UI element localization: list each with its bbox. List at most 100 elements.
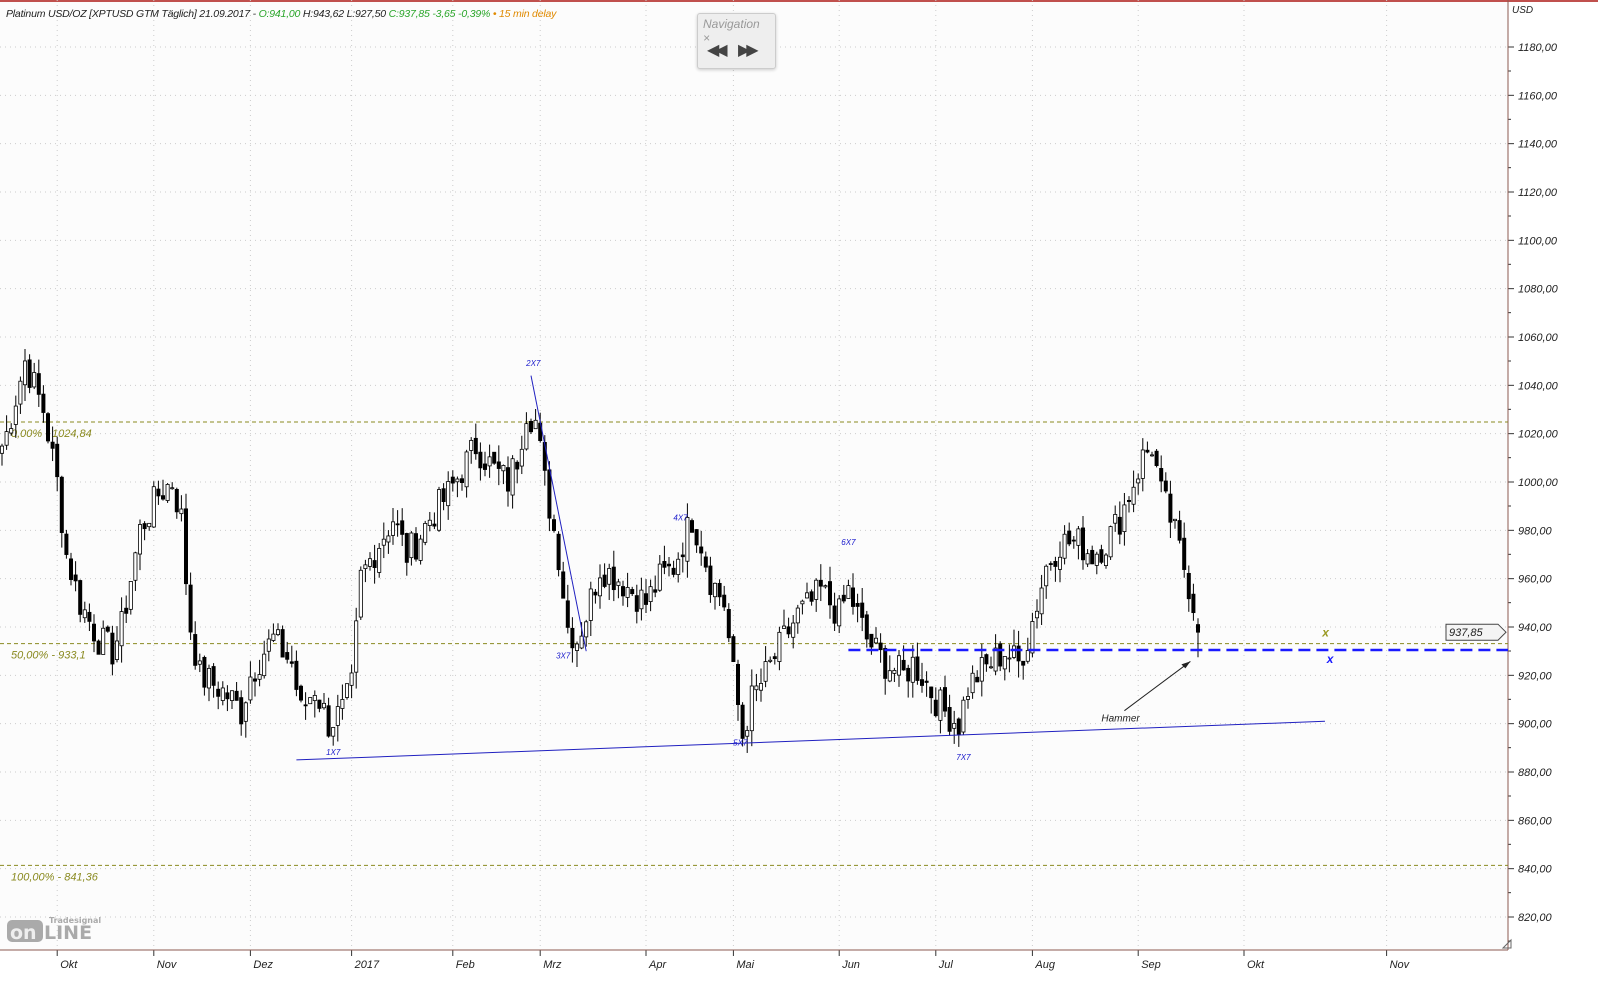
candle-body xyxy=(492,451,497,464)
candle-body xyxy=(874,637,879,644)
candle-body xyxy=(736,663,741,705)
candle-body xyxy=(933,699,938,717)
pattern-label: 4X7 xyxy=(673,514,688,523)
candle-body xyxy=(966,696,971,700)
candle-body xyxy=(1035,610,1040,619)
candle-body xyxy=(823,585,828,588)
candle-body xyxy=(436,489,441,531)
y-tick-label: 960,00 xyxy=(1518,574,1553,586)
candle-body xyxy=(64,533,69,555)
x-tick-label: Dez xyxy=(253,959,273,971)
candle-body xyxy=(772,656,777,660)
candle-body xyxy=(18,380,23,405)
candle-body xyxy=(1122,504,1127,533)
pattern-label: 6X7 xyxy=(841,538,856,547)
candle-body xyxy=(952,722,957,729)
candle-body xyxy=(901,659,906,671)
low-value: L:927,50 xyxy=(346,8,386,20)
candle-body xyxy=(239,697,244,725)
candle-body xyxy=(1099,549,1104,563)
candle-body xyxy=(694,529,699,546)
candle-body xyxy=(1090,549,1095,565)
candle-body xyxy=(667,563,672,567)
candle-body xyxy=(243,702,248,722)
fast-forward-icon[interactable]: ▶▶ xyxy=(738,40,759,59)
candle-body xyxy=(160,495,165,500)
rewind-icon[interactable]: ◀◀ xyxy=(707,40,728,59)
close-icon[interactable]: × xyxy=(703,31,711,45)
candle-body xyxy=(409,532,414,559)
candle-body xyxy=(418,538,423,561)
currency-label: USD xyxy=(1512,5,1533,16)
candle-body xyxy=(1196,624,1201,633)
falling-trendline xyxy=(530,375,587,652)
candle-body xyxy=(119,611,124,647)
candle-body xyxy=(206,667,211,689)
candle-body xyxy=(1016,645,1021,662)
candle-body xyxy=(611,566,616,591)
candle-body xyxy=(979,657,984,682)
fibonacci-label: 100,00% - 841,36 xyxy=(11,871,99,883)
candle-body xyxy=(248,676,253,701)
candle-body xyxy=(685,517,690,562)
candle-body xyxy=(1113,514,1118,524)
candle-body xyxy=(524,423,529,450)
candle-body xyxy=(115,640,120,660)
y-tick-label: 1080,00 xyxy=(1518,284,1559,296)
candle-body xyxy=(809,591,814,602)
candle-body xyxy=(786,626,791,635)
candle-body xyxy=(303,704,308,707)
candle-body xyxy=(892,670,897,674)
x-marker: x xyxy=(1321,626,1330,640)
candle-body xyxy=(671,567,676,575)
candle-body xyxy=(625,587,630,598)
candle-body xyxy=(575,643,580,651)
x-tick-label: Okt xyxy=(1247,959,1265,971)
candle-body xyxy=(1173,518,1178,522)
candle-body xyxy=(970,672,975,694)
candle-body xyxy=(759,683,764,691)
candle-body xyxy=(947,707,952,732)
candle-body xyxy=(156,488,161,497)
candle-body xyxy=(1081,527,1086,561)
candle-body xyxy=(924,680,929,683)
candle-body xyxy=(482,463,487,470)
svg-text:LINE: LINE xyxy=(44,922,92,944)
candle-body xyxy=(763,661,768,682)
candle-body xyxy=(216,688,221,697)
y-tick-label: 880,00 xyxy=(1518,767,1553,779)
candle-body xyxy=(101,627,106,655)
candle-body xyxy=(179,508,184,515)
candle-body xyxy=(593,591,598,596)
candle-body xyxy=(505,467,510,492)
candle-body xyxy=(883,647,888,679)
candle-body xyxy=(621,586,626,597)
candle-body xyxy=(344,683,349,698)
candle-body xyxy=(69,558,74,580)
candle-body xyxy=(349,672,354,686)
candle-body xyxy=(82,609,87,619)
y-tick-label: 1160,00 xyxy=(1518,90,1558,102)
candle-body xyxy=(768,659,773,662)
candle-body xyxy=(814,579,819,600)
candle-body xyxy=(478,451,483,469)
candle-body xyxy=(998,643,1003,667)
candle-body xyxy=(105,626,110,632)
candle-body xyxy=(285,652,290,660)
candle-body xyxy=(956,718,961,735)
candle-body xyxy=(915,656,920,681)
candle-body xyxy=(851,587,856,607)
candle-body xyxy=(395,523,400,526)
candle-body xyxy=(308,697,313,705)
candle-body xyxy=(726,609,731,639)
candle-body xyxy=(404,533,409,563)
candle-body xyxy=(220,687,225,701)
candle-body xyxy=(298,685,303,701)
candle-body xyxy=(906,667,911,682)
candle-body xyxy=(289,661,294,664)
candle-body xyxy=(579,635,584,649)
candle-body xyxy=(1053,561,1058,567)
candle-body xyxy=(1131,486,1136,505)
candle-body xyxy=(598,577,603,597)
